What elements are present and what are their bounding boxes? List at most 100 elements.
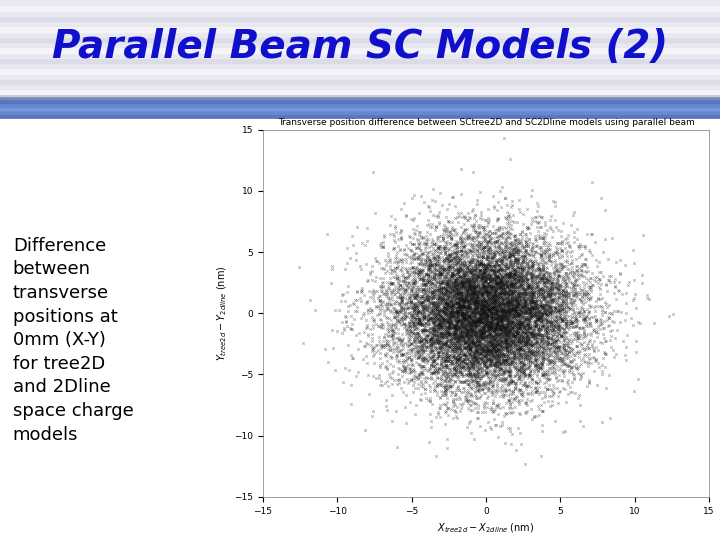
Point — [482, 316, 494, 325]
Point — [439, 275, 451, 284]
Point — [434, 273, 446, 282]
Point — [452, 303, 464, 312]
Point — [527, 312, 539, 321]
Point — [462, 380, 473, 389]
Point — [444, 274, 455, 283]
Point — [451, 313, 462, 321]
Point — [486, 257, 498, 266]
Point — [464, 295, 476, 304]
Point — [457, 319, 469, 328]
Point — [509, 312, 521, 321]
Point — [444, 383, 456, 391]
Point — [513, 317, 525, 326]
Point — [536, 451, 547, 460]
Point — [472, 334, 483, 343]
Point — [470, 301, 482, 310]
Point — [462, 263, 474, 272]
Point — [478, 283, 490, 292]
Point — [451, 243, 462, 252]
Point — [554, 321, 566, 330]
Point — [554, 296, 565, 305]
Point — [427, 293, 438, 302]
Point — [495, 364, 507, 373]
Point — [534, 330, 545, 339]
Point — [482, 350, 494, 359]
Point — [531, 382, 542, 391]
Point — [444, 330, 456, 339]
Point — [537, 293, 549, 301]
Point — [512, 424, 523, 433]
Point — [387, 279, 399, 287]
Point — [524, 370, 536, 379]
Point — [503, 309, 514, 318]
Point — [472, 347, 483, 356]
Point — [587, 178, 598, 186]
Point — [503, 248, 515, 256]
Point — [510, 236, 521, 245]
Point — [496, 339, 508, 348]
Point — [441, 273, 452, 282]
Point — [521, 308, 533, 316]
Point — [551, 274, 562, 282]
Point — [459, 303, 470, 312]
Point — [408, 303, 420, 312]
Point — [472, 292, 484, 301]
Point — [531, 310, 542, 319]
Point — [463, 299, 474, 308]
Point — [445, 315, 456, 324]
Point — [459, 351, 470, 360]
Point — [487, 309, 499, 318]
Point — [507, 288, 518, 297]
Point — [496, 330, 508, 339]
Point — [474, 361, 485, 369]
Point — [549, 215, 561, 224]
Point — [414, 266, 426, 275]
Point — [508, 260, 519, 269]
Point — [549, 368, 561, 376]
Point — [401, 291, 413, 299]
Point — [414, 362, 426, 370]
Point — [531, 363, 543, 372]
Point — [513, 312, 524, 320]
Point — [507, 278, 518, 286]
Point — [516, 253, 528, 261]
Point — [552, 315, 563, 323]
Point — [539, 301, 550, 309]
Point — [488, 331, 500, 340]
Point — [450, 284, 462, 292]
Point — [555, 353, 567, 362]
Point — [514, 275, 526, 284]
Point — [456, 308, 468, 317]
Point — [482, 217, 494, 226]
Point — [408, 318, 419, 327]
Point — [500, 242, 512, 251]
Point — [477, 367, 488, 376]
Point — [537, 239, 549, 248]
Point — [571, 341, 582, 350]
Point — [459, 314, 470, 322]
Point — [492, 350, 504, 359]
Point — [440, 302, 451, 311]
Point — [420, 261, 431, 270]
Point — [539, 217, 550, 226]
Point — [447, 289, 459, 298]
Point — [492, 338, 503, 346]
Point — [415, 309, 427, 318]
Point — [516, 335, 527, 344]
Point — [462, 235, 473, 244]
Point — [456, 294, 467, 302]
Point — [401, 305, 413, 313]
Point — [516, 301, 527, 310]
Point — [419, 357, 431, 366]
Point — [464, 302, 476, 311]
Point — [511, 303, 523, 312]
Point — [477, 357, 488, 366]
Point — [438, 344, 450, 353]
Point — [449, 284, 460, 292]
Point — [436, 345, 448, 353]
Point — [545, 333, 557, 341]
Point — [537, 286, 549, 294]
Point — [442, 410, 454, 419]
Point — [555, 314, 567, 322]
Point — [470, 296, 482, 305]
